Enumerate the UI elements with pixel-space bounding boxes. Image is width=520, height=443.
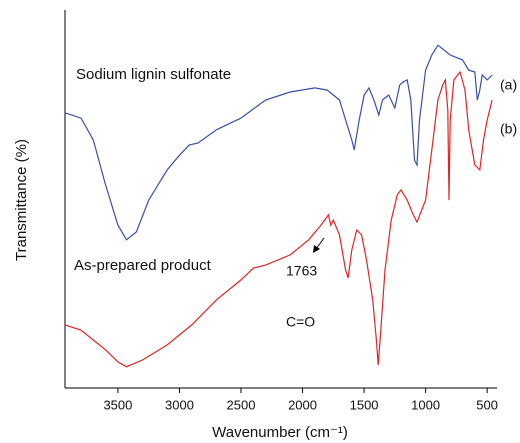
x-tick-label: 2000 <box>288 397 317 412</box>
y-axis-title: Transmittance (%) <box>13 139 30 261</box>
spectrum-line <box>64 44 493 241</box>
x-tick-label: 1000 <box>411 397 440 412</box>
arrow <box>315 237 325 250</box>
annotation: As-prepared product <box>74 257 212 274</box>
annotation: (b) <box>500 121 517 137</box>
annotation: 1763 <box>286 263 317 279</box>
x-axis-title: Wavenumber (cm⁻¹) <box>212 424 348 441</box>
x-tick-label: 3500 <box>103 397 132 412</box>
annotation: (a) <box>500 77 517 93</box>
x-tick-label: 1500 <box>350 397 379 412</box>
annotation: Sodium lignin sulfonate <box>76 66 231 83</box>
arrow-head <box>313 245 320 253</box>
x-tick-label: 3000 <box>165 397 194 412</box>
spectrum-line <box>64 70 493 368</box>
annotation: C=O <box>286 314 315 330</box>
x-tick-label: 500 <box>476 397 498 412</box>
x-tick-label: 2500 <box>227 397 256 412</box>
